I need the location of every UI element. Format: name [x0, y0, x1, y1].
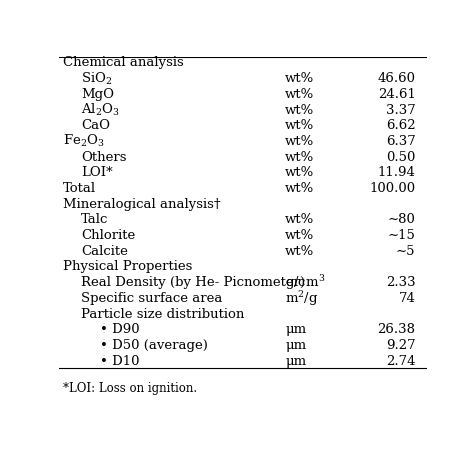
Text: 2.74: 2.74: [386, 355, 416, 368]
Text: 74: 74: [399, 292, 416, 305]
Text: 0.50: 0.50: [386, 151, 416, 164]
Text: 26.38: 26.38: [378, 323, 416, 336]
Text: Fe$_2$O$_3$: Fe$_2$O$_3$: [63, 133, 105, 149]
Text: 6.37: 6.37: [386, 135, 416, 148]
Text: Real Density (by He- Picnometer): Real Density (by He- Picnometer): [82, 276, 305, 289]
Text: • D10: • D10: [100, 355, 139, 368]
Text: 11.94: 11.94: [378, 166, 416, 179]
Text: μm: μm: [285, 339, 306, 352]
Text: Chlorite: Chlorite: [82, 229, 136, 242]
Text: wt%: wt%: [285, 151, 314, 164]
Text: wt%: wt%: [285, 229, 314, 242]
Text: wt%: wt%: [285, 72, 314, 85]
Text: wt%: wt%: [285, 166, 314, 179]
Text: MgO: MgO: [82, 88, 114, 101]
Text: Physical Properties: Physical Properties: [63, 260, 192, 273]
Text: Talc: Talc: [82, 213, 109, 227]
Text: ∼5: ∼5: [396, 245, 416, 258]
Text: wt%: wt%: [285, 182, 314, 195]
Text: g/cm$^3$: g/cm$^3$: [285, 273, 326, 292]
Text: wt%: wt%: [285, 135, 314, 148]
Text: CaO: CaO: [82, 119, 110, 132]
Text: ∼80: ∼80: [388, 213, 416, 227]
Text: 3.37: 3.37: [386, 103, 416, 117]
Text: ∼15: ∼15: [388, 229, 416, 242]
Text: m$^2$/g: m$^2$/g: [285, 289, 319, 308]
Text: Chemical analysis: Chemical analysis: [63, 56, 183, 69]
Text: 24.61: 24.61: [378, 88, 416, 101]
Text: μm: μm: [285, 323, 306, 336]
Text: wt%: wt%: [285, 213, 314, 227]
Text: • D90: • D90: [100, 323, 139, 336]
Text: μm: μm: [285, 355, 306, 368]
Text: Mineralogical analysis†: Mineralogical analysis†: [63, 198, 220, 210]
Text: Calcite: Calcite: [82, 245, 128, 258]
Text: 6.62: 6.62: [386, 119, 416, 132]
Text: 46.60: 46.60: [378, 72, 416, 85]
Text: • D50 (average): • D50 (average): [100, 339, 208, 352]
Text: Others: Others: [82, 151, 127, 164]
Text: wt%: wt%: [285, 119, 314, 132]
Text: LOI*: LOI*: [82, 166, 113, 179]
Text: 2.33: 2.33: [386, 276, 416, 289]
Text: Al$_2$O$_3$: Al$_2$O$_3$: [82, 102, 120, 118]
Text: 9.27: 9.27: [386, 339, 416, 352]
Text: 100.00: 100.00: [369, 182, 416, 195]
Text: Total: Total: [63, 182, 96, 195]
Text: wt%: wt%: [285, 103, 314, 117]
Text: wt%: wt%: [285, 88, 314, 101]
Text: *LOI: Loss on ignition.: *LOI: Loss on ignition.: [63, 382, 197, 395]
Text: SiO$_2$: SiO$_2$: [82, 71, 113, 87]
Text: Particle size distribution: Particle size distribution: [82, 308, 245, 320]
Text: Specific surface area: Specific surface area: [82, 292, 223, 305]
Text: wt%: wt%: [285, 245, 314, 258]
